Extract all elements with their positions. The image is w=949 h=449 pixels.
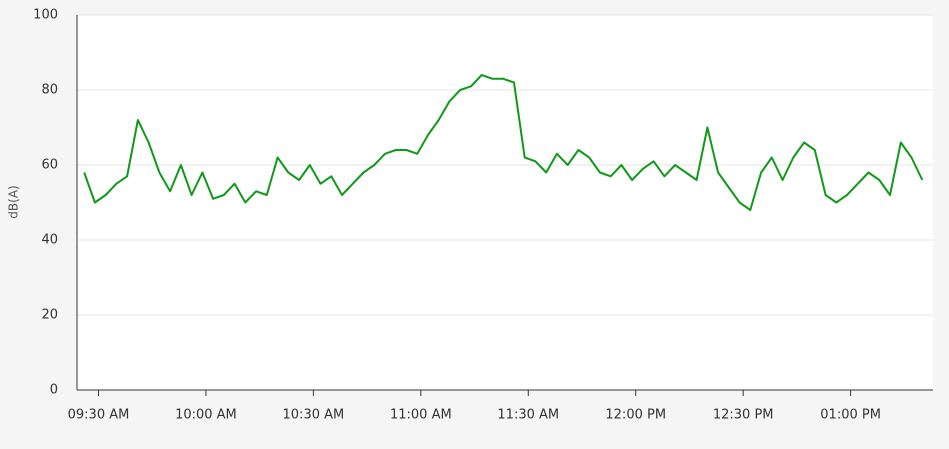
- y-tick-label: 100: [33, 8, 58, 23]
- data-line: [83, 74, 924, 211]
- x-tick-label: 12:00 PM: [605, 408, 666, 423]
- x-tick-label: 12:30 PM: [713, 408, 774, 423]
- x-tick-label: 09:30 AM: [68, 408, 130, 423]
- y-tick-label: 60: [41, 158, 58, 173]
- y-tick-label: 20: [41, 308, 58, 323]
- x-tick-label: 01:00 PM: [820, 408, 881, 423]
- y-tick-label: 80: [41, 83, 58, 98]
- x-tick-label: 11:00 AM: [390, 408, 452, 423]
- plot-area: [77, 15, 933, 390]
- y-axis-label: dB(A): [7, 185, 21, 218]
- x-tick-label: 10:00 AM: [175, 408, 237, 423]
- y-tick-label: 40: [41, 233, 58, 248]
- x-tick-label: 10:30 AM: [283, 408, 345, 423]
- y-tick-label: 0: [50, 383, 58, 398]
- x-tick-label: 11:30 AM: [497, 408, 559, 423]
